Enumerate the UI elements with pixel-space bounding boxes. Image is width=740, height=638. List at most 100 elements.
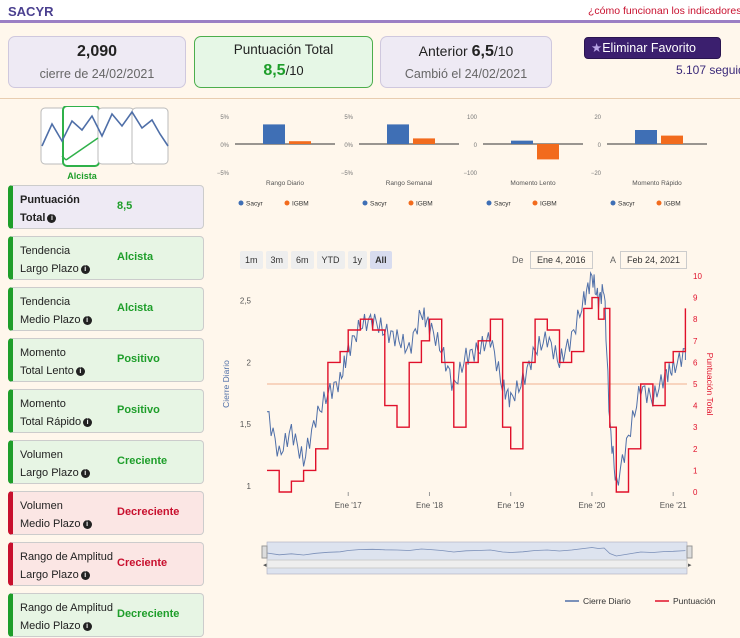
previous-score-suffix: /10 (493, 43, 514, 59)
info-icon[interactable]: i (82, 315, 92, 325)
mini-legend-label: Sacyr (246, 201, 263, 208)
legend-price-label[interactable]: Cierre Diario (583, 596, 631, 606)
mini-bar (387, 124, 409, 144)
legend-dot-icon (532, 200, 538, 206)
metric-label-line1: Volumen (20, 449, 63, 461)
mini-legend-label: IGBM (540, 201, 557, 208)
legend-dot-icon (284, 200, 290, 206)
metric-label: Volumen Largo Plazo i (20, 446, 120, 482)
metric-value: Decreciente (117, 608, 180, 620)
mini-legend-label: Sacyr (370, 201, 387, 208)
info-icon[interactable]: i (82, 621, 92, 631)
date-from-input[interactable]: Ene 4, 2016 (530, 251, 593, 269)
metric-label-line2: Largo Plazo (20, 569, 79, 581)
navigator[interactable] (266, 541, 688, 575)
metric-row: Rango de Amplitud Medio Plazo i Decreciente (8, 593, 204, 637)
range-button[interactable]: YTD (316, 251, 345, 269)
mini-bar (263, 124, 285, 144)
metric-value: Alcista (117, 302, 154, 314)
followers-count: 5.107 seguidores (676, 63, 740, 77)
previous-score-card: Anterior 6,5/10 Cambió el 24/02/2021 (380, 36, 552, 88)
score-series-line (267, 296, 687, 493)
range-button[interactable]: All (370, 251, 392, 269)
left-tick-label: 2 (247, 358, 252, 367)
right-tick-label: 8 (693, 315, 698, 324)
metric-row: Rango de Amplitud Largo Plazo i Creciente (8, 542, 204, 586)
mini-chart: 5% 0% −5% Rango Semanal Sacyr IGBM (341, 115, 459, 208)
info-icon[interactable]: i (47, 213, 57, 223)
total-score-card: Puntuación Total 8,5/10 (194, 36, 373, 88)
section-divider (0, 98, 740, 99)
metric-label-line1: Tendencia (20, 245, 71, 257)
remove-favorite-button[interactable]: ★Eliminar Favorito (584, 37, 721, 59)
info-icon[interactable]: i (80, 570, 90, 580)
metric-row: Volumen Medio Plazo i Decreciente (8, 491, 204, 535)
range-button[interactable]: 1y (347, 251, 368, 269)
mini-bar (635, 130, 657, 144)
legend-dot-icon (238, 200, 244, 206)
legend-score-label[interactable]: Puntuación (673, 596, 716, 606)
legend-dot-icon (656, 200, 662, 206)
mini-bar (289, 141, 311, 144)
mini-tick: −5% (217, 171, 230, 177)
mini-legend-label: Sacyr (618, 201, 635, 208)
info-icon[interactable]: i (80, 468, 90, 478)
navigator-right-handle[interactable] (686, 545, 693, 559)
info-icon[interactable]: i (75, 366, 85, 376)
metric-value: Positivo (117, 404, 160, 416)
date-to-input[interactable]: Feb 24, 2021 (620, 251, 688, 269)
metric-label-line2: Total Lento (20, 365, 74, 377)
mini-tick: −20 (591, 171, 602, 177)
scroll-left-icon[interactable]: ◂ (263, 562, 267, 569)
legend-dot-icon (486, 200, 492, 206)
total-score-title: Puntuación Total (233, 42, 334, 57)
metric-label-line2: Total (20, 212, 46, 224)
trend-thumbnail-icon: Alcista (40, 105, 169, 181)
legend-dot-icon (610, 200, 616, 206)
previous-score-value: 6,5 (471, 43, 494, 60)
mini-bar (511, 140, 533, 144)
right-tick-label: 6 (693, 358, 698, 367)
range-button[interactable]: 1m (240, 251, 263, 269)
navigator-scrollbar[interactable] (266, 559, 688, 569)
mini-tick: 0% (220, 143, 229, 149)
x-tick-label: Ene '17 (335, 501, 362, 510)
metric-label: Tendencia Largo Plazo i (20, 242, 120, 278)
metric-value: Alcista (117, 251, 154, 263)
mini-legend-label: Sacyr (494, 201, 511, 208)
mini-tick: 0 (474, 143, 478, 149)
mini-tick: 0 (598, 143, 602, 149)
mini-bar (661, 135, 683, 144)
close-price-value: 2,090 (76, 43, 118, 60)
metric-label: Rango de Amplitud Largo Plazo i (20, 548, 120, 584)
metric-value: 8,5 (117, 200, 133, 212)
mini-tick: 100 (467, 115, 478, 121)
mini-tick: 5% (220, 115, 229, 121)
top-bar: SACYR ¿cómo funcionan los indicadores? (0, 0, 740, 23)
x-tick-label: Ene '19 (497, 501, 524, 510)
x-tick-label: Ene '18 (416, 501, 443, 510)
range-button[interactable]: 6m (291, 251, 314, 269)
mini-bar-charts: 5% 0% −5% Rango Diario Sacyr IGBM 5% 0% −5% Rango… (217, 115, 707, 208)
metric-label: Rango de Amplitud Medio Plazo i (20, 599, 120, 635)
x-tick-label: Ene '20 (579, 501, 606, 510)
metric-row: Tendencia Medio Plazo i Alcista (8, 287, 204, 331)
mini-legend-label: IGBM (664, 201, 681, 208)
metric-label: Momento Total Lento i (20, 344, 120, 380)
mini-legend-label: IGBM (416, 201, 433, 208)
mini-tick: 20 (594, 115, 601, 121)
range-button[interactable]: 3m (265, 251, 289, 269)
price-score-chart: 1 1,5 2 2,5 0 1 2 3 4 5 6 7 8 9 10 Cierre Diario Puntuac… (221, 270, 716, 606)
help-link[interactable]: ¿cómo funcionan los indicadores? (588, 5, 740, 17)
price-series-line (266, 270, 686, 486)
mini-title: Rango Diario (266, 180, 304, 187)
scroll-right-icon[interactable]: ▸ (688, 562, 692, 569)
star-icon: ★ (591, 41, 603, 55)
navigator-left-handle[interactable] (261, 545, 268, 559)
mini-tick: 0% (344, 143, 353, 149)
info-icon[interactable]: i (82, 519, 92, 529)
metric-label-line1: Momento (20, 347, 66, 359)
info-icon[interactable]: i (83, 417, 93, 427)
info-icon[interactable]: i (80, 264, 90, 274)
right-axis-title: Puntuación Total (705, 353, 715, 416)
